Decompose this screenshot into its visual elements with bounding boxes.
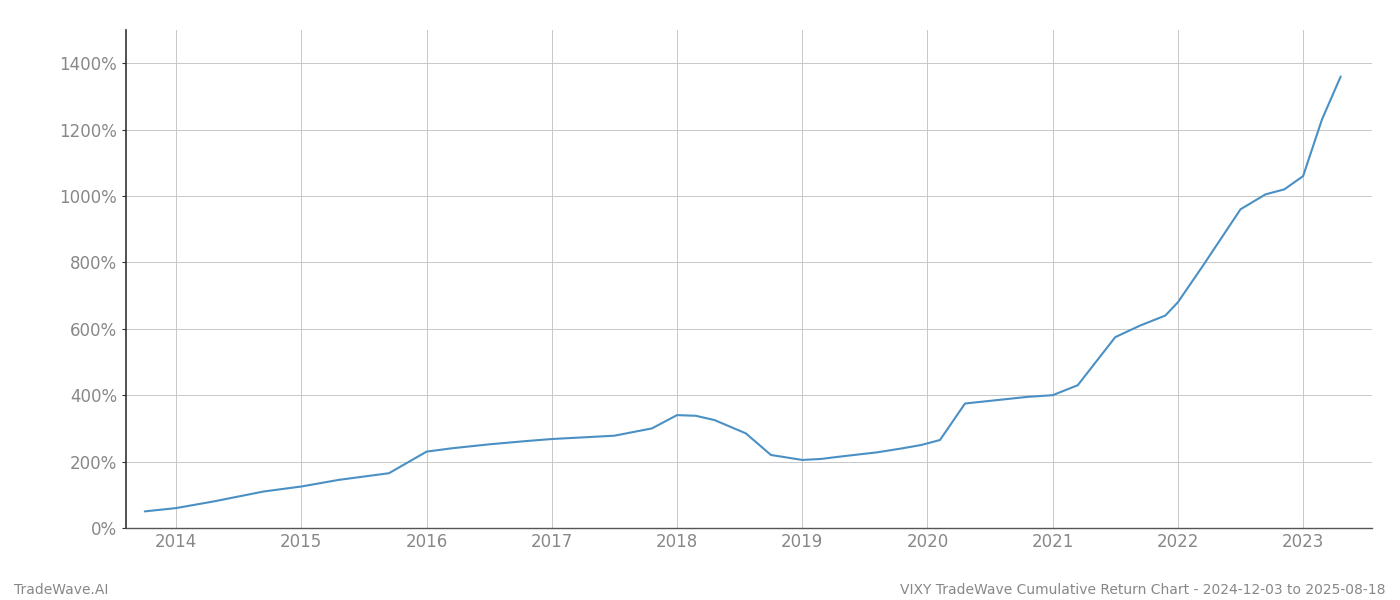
Text: VIXY TradeWave Cumulative Return Chart - 2024-12-03 to 2025-08-18: VIXY TradeWave Cumulative Return Chart -… (900, 583, 1386, 597)
Text: TradeWave.AI: TradeWave.AI (14, 583, 108, 597)
